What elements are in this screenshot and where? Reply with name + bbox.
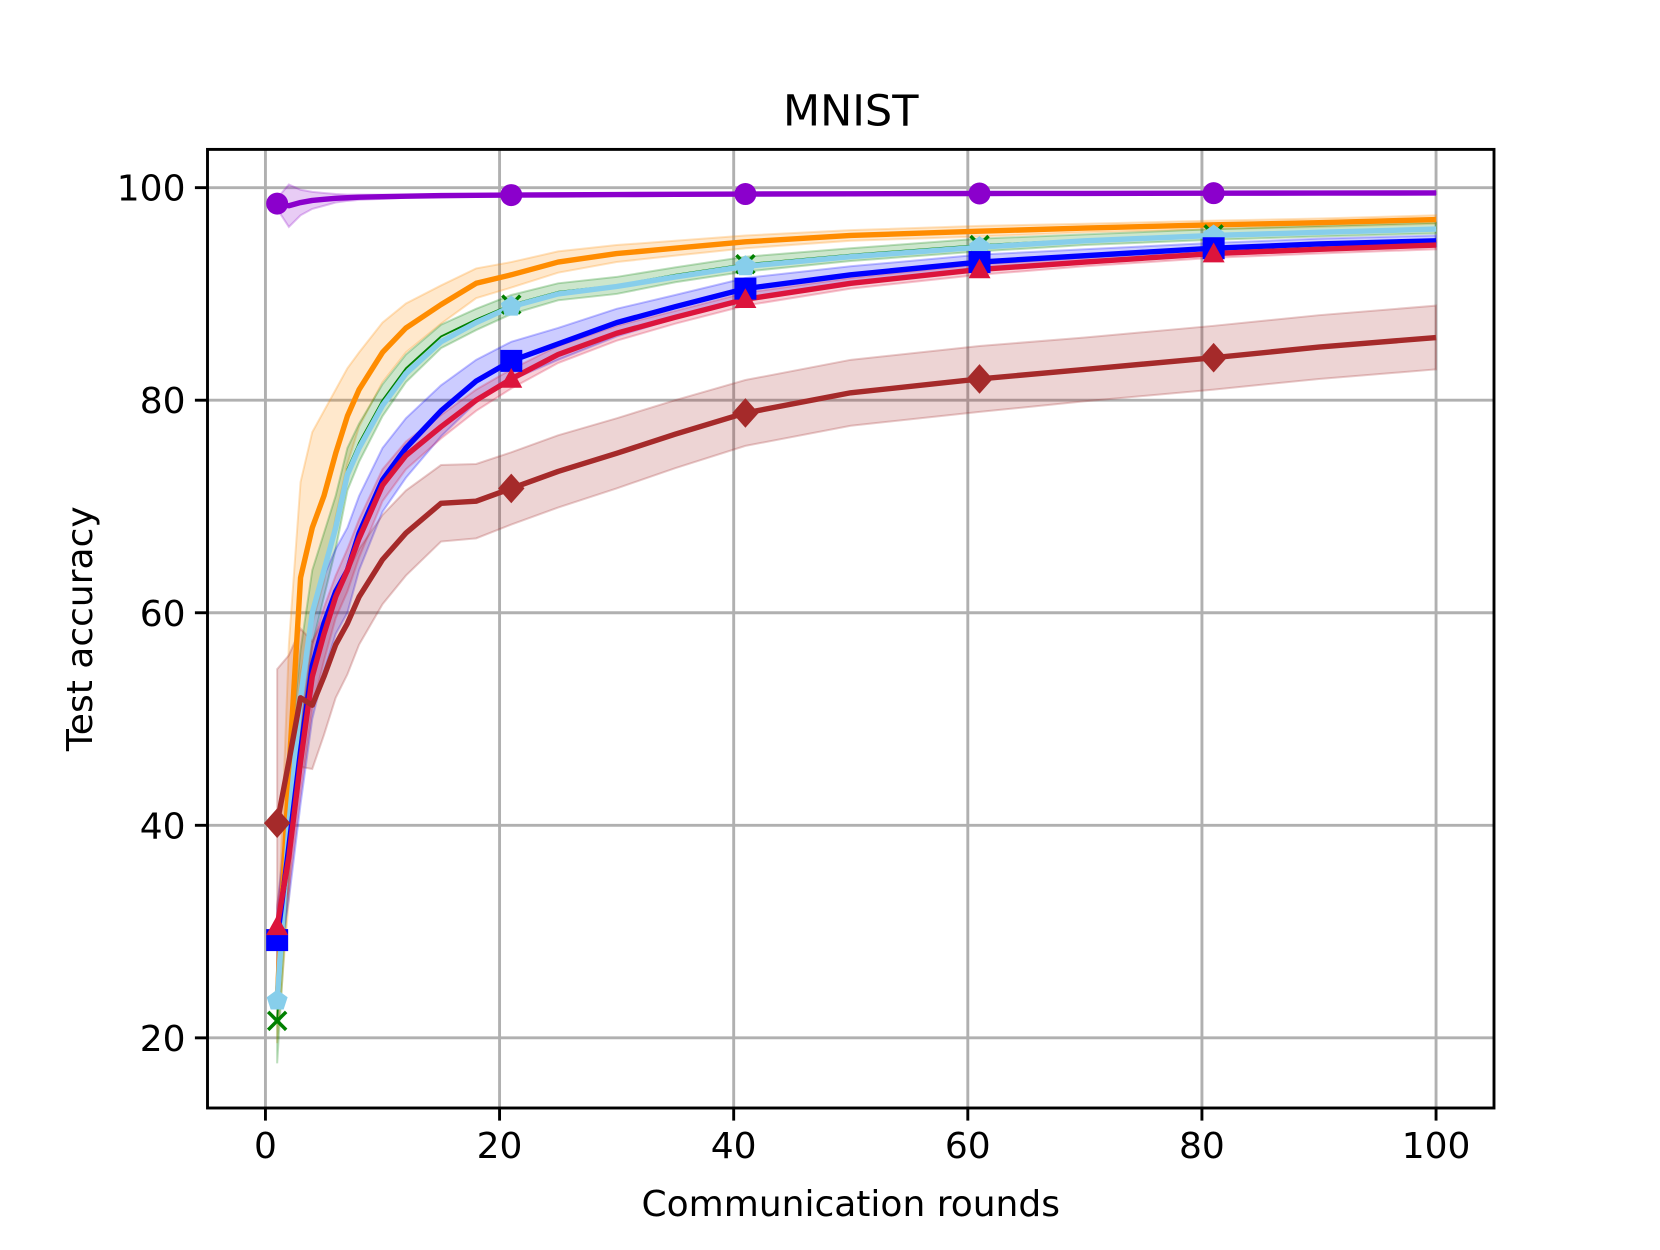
std-band-1 [276, 214, 1438, 1044]
marker-diamond [732, 398, 759, 428]
marker-diamond [263, 808, 291, 839]
grid-lines [207, 149, 1494, 1108]
marker-triangle [734, 288, 757, 309]
marker-circle [500, 184, 523, 207]
marker-x [266, 1010, 288, 1032]
marker-pentagon [500, 295, 522, 316]
series-markers [263, 182, 1227, 1032]
series-lines [274, 190, 1437, 1021]
std-band-6 [276, 304, 1438, 978]
y-tick-label: 100 [117, 169, 186, 210]
std-bands [276, 183, 1438, 1064]
marker-circle [734, 183, 757, 206]
y-axis-label: Test accuracy [60, 506, 101, 752]
marker-diamond [966, 364, 993, 394]
y-tick-label: 20 [140, 1019, 186, 1060]
x-tick-label: 60 [945, 1126, 991, 1167]
marker-pentagon [266, 989, 288, 1010]
marker-triangle [266, 915, 289, 936]
marker-triangle [968, 258, 991, 279]
marker-diamond [1200, 342, 1227, 373]
marker-pentagon [734, 255, 756, 276]
chart-title: MNIST [783, 86, 919, 136]
x-axis-label: Communication rounds [642, 1184, 1060, 1225]
x-tick-label: 40 [711, 1126, 757, 1167]
axes-frame [206, 147, 1496, 1110]
marker-triangle [500, 367, 523, 388]
series-line-3 [274, 226, 1437, 1001]
y-tick-label: 60 [140, 594, 186, 635]
x-tick-label: 0 [254, 1126, 277, 1167]
marker-circle [1202, 182, 1225, 205]
marker-diamond [498, 473, 525, 504]
y-tick-label: 40 [140, 806, 186, 847]
axis-ticks: 0 20 40 60 80 100 20 40 60 80 100 [117, 169, 1471, 1167]
marker-square [500, 349, 523, 372]
series-line-4 [274, 238, 1437, 941]
std-band-5 [276, 239, 1438, 948]
marker-circle [968, 182, 991, 205]
series-line-6 [274, 334, 1437, 824]
marker-circle [266, 192, 289, 215]
x-tick-label: 80 [1179, 1126, 1225, 1167]
series-line-0 [276, 190, 1437, 209]
series-line-1 [274, 216, 1437, 1001]
std-band-2 [276, 221, 1438, 1064]
series-line-5 [274, 242, 1437, 927]
x-tick-label: 20 [477, 1126, 523, 1167]
marker-triangle [1202, 242, 1225, 263]
x-tick-label: 100 [1402, 1126, 1471, 1167]
y-tick-label: 80 [140, 381, 186, 422]
